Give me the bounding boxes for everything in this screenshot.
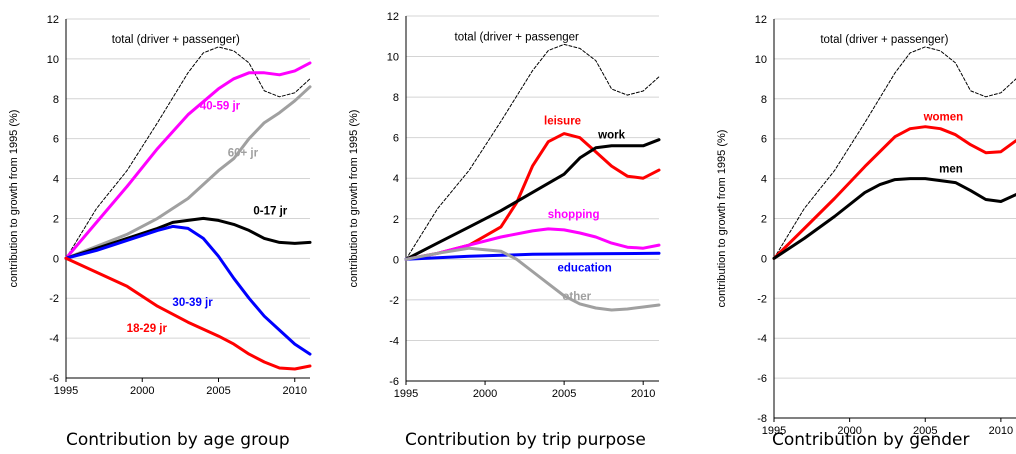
- x-tick-label: 1995: [394, 388, 418, 400]
- x-tick-label: 2000: [837, 425, 861, 437]
- x-tick-label: 2000: [130, 385, 154, 397]
- y-tick-label: 4: [393, 173, 399, 185]
- x-tick-label: 2010: [631, 388, 655, 400]
- series-label-total-driver-passenger: total (driver + passenger: [455, 31, 579, 43]
- y-tick-label: -4: [49, 333, 59, 345]
- y-tick-label: -8: [757, 413, 767, 425]
- y-tick-label: 6: [393, 133, 399, 145]
- series-label-40-59-jr: 40-59 jr: [200, 101, 241, 113]
- series-label-60-jr: 60+ jr: [228, 148, 259, 160]
- x-tick-label: 1995: [762, 425, 786, 437]
- series-line-other: [404, 246, 661, 312]
- caption-trip-purpose: Contribution by trip purpose: [405, 430, 646, 450]
- y-tick-label: 6: [761, 134, 767, 146]
- series-line-total-driver-passenger: [405, 43, 660, 260]
- y-tick-label: 12: [387, 11, 399, 23]
- series-line-education: [404, 251, 661, 261]
- series-label-other: other: [562, 291, 591, 303]
- series-label-shopping: shopping: [548, 209, 600, 221]
- series-label-18-29-jr: 18-29 jr: [127, 323, 168, 335]
- y-axis-label: contribution to growth from 1995 (%): [348, 110, 360, 288]
- y-tick-label: -4: [757, 333, 767, 345]
- series-label-0-17-jr: 0-17 jr: [253, 205, 287, 217]
- y-tick-label: 4: [53, 174, 59, 186]
- series-label-women: women: [923, 112, 964, 124]
- x-tick-label: 2010: [989, 425, 1013, 437]
- y-tick-label: 10: [387, 52, 399, 64]
- y-tick-label: -2: [389, 295, 399, 307]
- y-tick-label: 4: [761, 174, 767, 186]
- series-line-work: [404, 138, 661, 261]
- y-tick-label: 0: [53, 253, 59, 265]
- series-label-work: work: [597, 130, 625, 142]
- series-line-30-39-jr: [64, 224, 312, 356]
- x-tick-label: 2005: [552, 388, 576, 400]
- series-line-women: [772, 125, 1016, 260]
- y-tick-label: 2: [53, 213, 59, 225]
- y-tick-label: 8: [53, 94, 59, 106]
- chart-panel-1: -6 -4 -2 0 2 4 6 8 10 12 1995 2000 2005 2010 contribut…: [348, 11, 661, 400]
- series-label-leisure: leisure: [544, 115, 581, 127]
- series-line-shopping: [404, 227, 661, 261]
- chart-panel-0: -6 -4 -2 0 2 4 6 8 10 12 1995 2000 2005 2010 contribut…: [8, 14, 312, 397]
- caption-gender: Contribution by gender: [772, 430, 970, 450]
- y-tick-label: 12: [47, 14, 59, 26]
- series-label-men: men: [939, 164, 963, 176]
- y-tick-label: 10: [755, 54, 767, 66]
- x-tick-label: 2005: [206, 385, 230, 397]
- series-label-total-driver-passenger: total (driver + passenger): [112, 34, 240, 46]
- series-line-40-59-jr: [64, 61, 312, 260]
- series-label-total-driver-passenger: total (driver + passenger): [820, 34, 948, 46]
- x-tick-label: 1995: [54, 385, 78, 397]
- series-line-men: [772, 177, 1016, 260]
- series-line-total-driver-passenger: [65, 46, 311, 259]
- y-tick-label: 0: [393, 254, 399, 266]
- series-label-education: education: [558, 263, 612, 275]
- y-tick-label: -2: [757, 293, 767, 305]
- y-tick-label: 2: [393, 214, 399, 226]
- x-tick-label: 2000: [473, 388, 497, 400]
- x-tick-label: 2010: [283, 385, 307, 397]
- y-tick-label: 6: [53, 134, 59, 146]
- y-axis-label: contribution to growth from 1995 (%): [8, 110, 20, 288]
- caption-age-group: Contribution by age group: [66, 430, 290, 450]
- chart-panel-2: -8 -6 -4 -2 0 2 4 6 8 10 12 1995 2000 2005 2010 contrib…: [716, 14, 1016, 437]
- y-axis-label: contribution to growth from 1995 (%): [716, 130, 728, 308]
- y-tick-label: 12: [755, 14, 767, 26]
- series-line-60-jr: [64, 85, 312, 260]
- y-tick-label: 8: [761, 94, 767, 106]
- series-line-leisure: [404, 132, 661, 261]
- y-tick-label: 2: [761, 214, 767, 226]
- y-tick-label: -6: [49, 373, 59, 385]
- series-label-30-39-jr: 30-39 jr: [172, 297, 213, 309]
- x-tick-label: 2005: [913, 425, 937, 437]
- series-line-total-driver-passenger: [773, 46, 1016, 259]
- y-tick-label: -2: [49, 293, 59, 305]
- y-tick-label: 0: [761, 253, 767, 265]
- y-tick-label: 8: [393, 92, 399, 104]
- series-line-0-17-jr: [64, 216, 312, 260]
- series-line-18-29-jr: [64, 256, 312, 371]
- y-tick-label: 10: [47, 54, 59, 66]
- y-tick-label: -4: [389, 335, 399, 347]
- y-tick-label: -6: [389, 376, 399, 388]
- y-tick-label: -6: [757, 373, 767, 385]
